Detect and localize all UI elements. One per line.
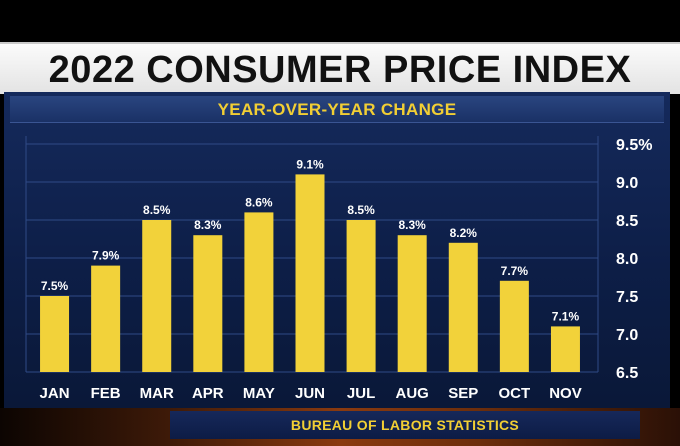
chart-subtitle: YEAR-OVER-YEAR CHANGE <box>217 100 457 119</box>
y-tick-label: 9.5% <box>616 137 652 154</box>
bar-mar <box>142 220 172 372</box>
bar-value-label: 8.5% <box>347 203 375 217</box>
bar-value-label: 8.2% <box>450 226 478 240</box>
x-tick-label: JAN <box>40 385 70 402</box>
x-tick-label: MAR <box>140 385 174 402</box>
x-tick-label: NOV <box>549 385 582 402</box>
bar-nov <box>550 326 580 372</box>
labels: 6.5 7.0 7.5 8.0 8.5 9.0 9.5% 7.5% JAN 7.9% FEB 8.5%… <box>40 137 653 402</box>
bars <box>40 174 580 372</box>
bar-value-label: 8.5% <box>143 203 171 217</box>
x-tick-label: JUL <box>347 385 375 402</box>
y-tick-label: 6.5 <box>616 365 638 382</box>
bar-apr <box>193 235 223 372</box>
bar-value-label: 8.3% <box>194 218 222 232</box>
bar-jul <box>346 220 376 372</box>
bar-may <box>244 212 274 372</box>
y-tick-label: 8.5 <box>616 213 638 230</box>
y-tick-label: 9.0 <box>616 175 638 192</box>
x-tick-label: AUG <box>396 385 429 402</box>
bar-value-label: 8.6% <box>245 195 273 209</box>
x-tick-label: SEP <box>448 385 478 402</box>
chart-title: 2022 CONSUMER PRICE INDEX <box>48 49 632 91</box>
bar-jun <box>295 174 325 372</box>
x-tick-label: OCT <box>499 385 531 402</box>
bar-value-label: 9.1% <box>296 157 324 171</box>
bar-value-label: 7.9% <box>92 249 120 263</box>
bar-feb <box>91 265 121 372</box>
source-label: BUREAU OF LABOR STATISTICS <box>290 417 520 433</box>
bar-value-label: 7.5% <box>41 279 69 293</box>
subtitle-banner: YEAR-OVER-YEAR CHANGE <box>10 96 664 123</box>
y-tick-label: 8.0 <box>616 251 638 268</box>
bar-jan <box>40 296 70 372</box>
bar-value-label: 7.1% <box>552 309 580 323</box>
x-tick-label: MAY <box>243 385 275 402</box>
y-tick-label: 7.5 <box>616 289 638 306</box>
x-tick-label: JUN <box>295 385 325 402</box>
x-tick-label: FEB <box>91 385 121 402</box>
title-banner: 2022 CONSUMER PRICE INDEX <box>0 42 680 94</box>
bar-value-label: 8.3% <box>399 218 427 232</box>
bar-aug <box>397 235 427 372</box>
x-tick-label: APR <box>192 385 224 402</box>
bar-sep <box>448 242 478 372</box>
y-tick-label: 7.0 <box>616 327 638 344</box>
bar-oct <box>499 280 529 372</box>
source-banner: BUREAU OF LABOR STATISTICS <box>170 411 640 439</box>
bar-value-label: 7.7% <box>501 264 529 278</box>
